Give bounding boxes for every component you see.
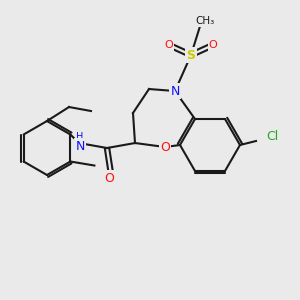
Text: O: O bbox=[208, 40, 217, 50]
Text: O: O bbox=[160, 140, 170, 154]
Text: S: S bbox=[187, 49, 196, 62]
Text: N: N bbox=[75, 140, 85, 152]
Text: O: O bbox=[104, 172, 114, 184]
Text: O: O bbox=[165, 40, 173, 50]
Text: CH₃: CH₃ bbox=[195, 16, 214, 26]
Text: H: H bbox=[76, 132, 84, 142]
Text: Cl: Cl bbox=[266, 130, 278, 142]
Text: N: N bbox=[170, 85, 180, 98]
